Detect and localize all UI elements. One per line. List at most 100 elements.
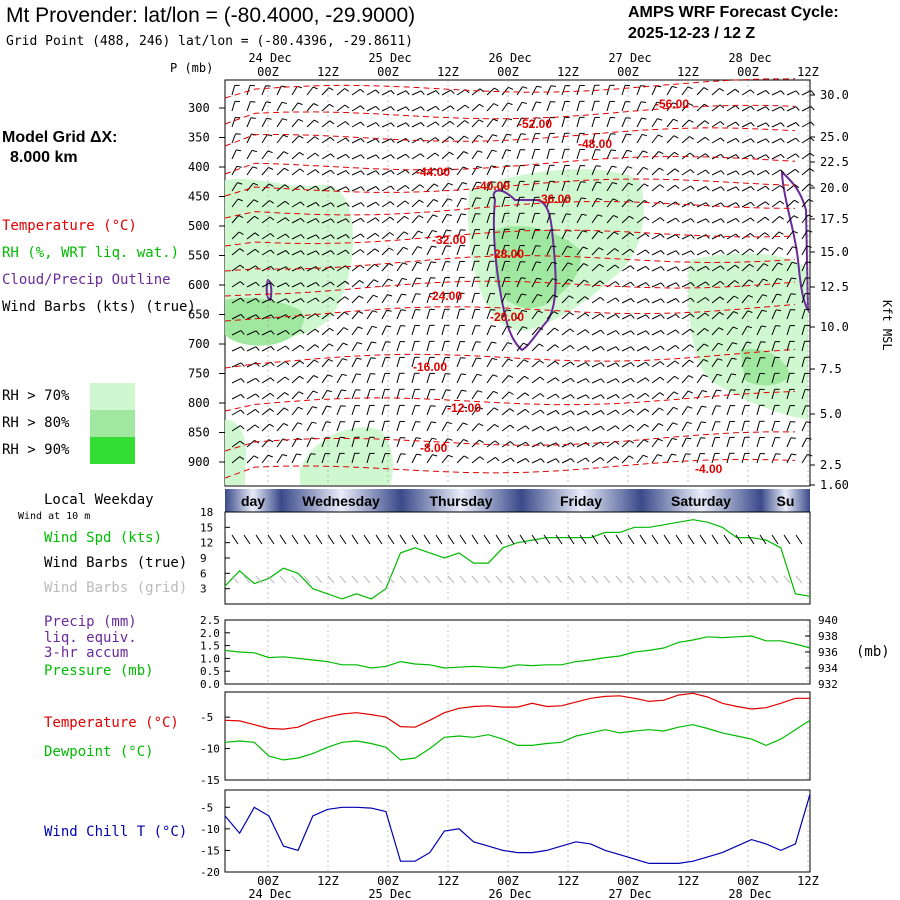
wind-barb-flag	[701, 405, 707, 408]
wind-barb-flag	[643, 439, 649, 443]
top-date-label: 27 Dec	[608, 51, 651, 65]
wind-barb	[426, 90, 437, 96]
pressure-tick-label: 700	[188, 337, 210, 351]
wind-barb	[426, 437, 433, 448]
wind-barb	[396, 153, 407, 160]
wind-barb	[336, 405, 342, 416]
wind-barb-flag	[240, 425, 245, 430]
wind-barb-grid	[531, 575, 539, 584]
wind-barb-flag	[807, 230, 813, 233]
wind-barb-flag	[630, 346, 635, 351]
wind-barb-flag	[763, 263, 769, 267]
wind-barb-flag	[268, 183, 274, 187]
y-tick-label: 2.0	[200, 627, 220, 640]
wind-barb	[666, 360, 676, 368]
wind-barb-flag	[490, 325, 496, 327]
wind-barb	[471, 309, 476, 320]
wind-barb-flag	[522, 86, 528, 89]
wind-barb	[726, 217, 737, 224]
wind-barb	[426, 121, 436, 128]
wind-barb	[321, 327, 330, 336]
wind-barb-flag	[765, 201, 770, 206]
wind-barb	[411, 184, 421, 192]
wind-barb-flag	[434, 152, 440, 157]
wind-barb-flag	[375, 122, 380, 127]
wind-barb-flag	[479, 456, 485, 461]
wind-barb-flag	[720, 265, 725, 270]
wind-barb	[606, 165, 613, 176]
wind-barb-flag	[405, 106, 410, 111]
wind-barb	[696, 328, 705, 336]
wind-barb-flag	[567, 262, 573, 265]
temperature-contour-label: -8.00	[420, 441, 448, 455]
wind-barb-flag	[475, 341, 481, 343]
wind-barb	[411, 373, 416, 384]
wind-barb	[591, 410, 602, 416]
wind-barb-flag	[387, 294, 393, 297]
wind-barb-grid	[543, 575, 551, 584]
wind-barb-flag	[703, 358, 709, 362]
wind-barb-flag	[491, 357, 498, 361]
wind-chill-panel: -5-10-15-20	[200, 789, 811, 879]
wind-barb	[321, 136, 331, 144]
wind-barb	[396, 421, 401, 432]
wind-barb	[636, 282, 647, 288]
wind-barb	[336, 327, 345, 336]
legend-temperature: Temperature (°C)	[2, 218, 137, 234]
wind-barb-grid	[579, 575, 587, 584]
wind-barb-flag	[600, 362, 605, 367]
wind-barb	[756, 122, 767, 128]
wind-barb	[351, 373, 357, 384]
wind-barb	[336, 104, 346, 112]
wind-barb	[711, 170, 722, 176]
wind-barb	[426, 261, 432, 272]
legend-rh80: RH > 80%	[2, 415, 70, 431]
top-time-tick-label: 00Z	[257, 65, 279, 79]
wind-barb	[531, 197, 536, 208]
wind-barb-flag	[791, 261, 797, 265]
wind-barb-flag	[582, 230, 588, 233]
wind-barb-flag	[236, 165, 242, 168]
wind-barb	[261, 345, 272, 352]
temperature-contour-label: -4.00	[695, 462, 723, 476]
y-tick-label: 2.5	[200, 614, 220, 627]
wind-barb	[621, 117, 627, 128]
rh70-region	[225, 419, 247, 485]
wind-barb-flag	[435, 90, 440, 95]
wind-barb-flag	[239, 264, 245, 269]
wind-barb	[636, 298, 647, 304]
wind-barb-flag	[600, 346, 605, 351]
wind-barb-flag	[446, 229, 452, 232]
wind-barb-flag	[298, 391, 304, 395]
wind-barb-true	[615, 534, 623, 545]
series-line	[224, 635, 811, 669]
wind-barb-flag	[283, 134, 288, 138]
wind-barb	[396, 389, 401, 400]
wind-barb-grid	[591, 575, 599, 584]
wind-barb-flag	[581, 197, 587, 200]
wind-barb-flag	[554, 360, 560, 365]
wind-barb	[741, 138, 752, 144]
wind-barb-true	[735, 534, 743, 545]
wind-barb-flag	[704, 312, 710, 317]
wind-barb	[486, 293, 491, 304]
wind-barb-flag	[600, 378, 605, 383]
wind-barb	[351, 295, 360, 304]
wind-barb	[396, 309, 402, 320]
wind-barb	[576, 410, 587, 416]
wind-barb	[396, 262, 404, 272]
height-tick-label: 20.0	[820, 181, 849, 195]
pressure-units-label: (mb)	[856, 644, 890, 660]
wind-barb	[606, 198, 614, 208]
top-time-tick-label: 12Z	[677, 65, 699, 79]
wind-barb	[531, 85, 538, 96]
wind-barb	[501, 457, 511, 464]
wind-barb-flag	[779, 185, 785, 190]
wind-barb-flag	[270, 282, 275, 287]
wind-barb-flag	[493, 407, 499, 411]
wind-barb	[471, 181, 477, 192]
wind-barb-flag	[400, 309, 406, 311]
wind-barb-flag	[585, 378, 590, 383]
wind-barb-flag	[475, 197, 481, 199]
